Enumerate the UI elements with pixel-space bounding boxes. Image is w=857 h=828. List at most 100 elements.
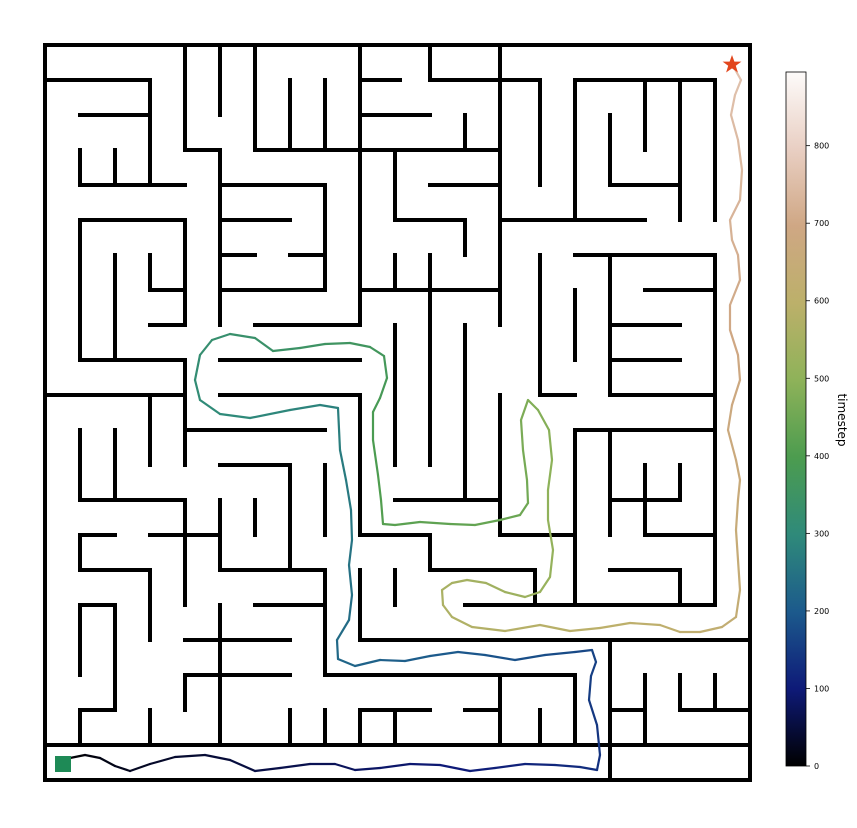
- trajectory-segment: [545, 652, 575, 655]
- trajectory-segment: [525, 764, 555, 765]
- maze-wall: [45, 45, 750, 780]
- trajectory-segment: [597, 755, 600, 770]
- trajectory-segment: [212, 334, 230, 340]
- trajectory-segment: [337, 620, 349, 640]
- trajectory-segment: [589, 700, 597, 725]
- trajectory-segment: [350, 343, 370, 347]
- trajectory-segment: [630, 623, 660, 625]
- colorbar-label: timestep: [835, 393, 849, 446]
- trajectory-segment: [528, 400, 538, 410]
- trajectory-segment: [338, 659, 355, 666]
- trajectory-segment: [230, 334, 255, 338]
- trajectory-segment: [430, 652, 458, 656]
- trajectory-segment: [273, 348, 300, 351]
- trajectory-segment: [525, 592, 540, 597]
- colorbar-tick-label: 400: [814, 452, 829, 461]
- trajectory-segment: [538, 410, 549, 430]
- trajectory-segment: [384, 356, 387, 378]
- maze-walls: [45, 45, 750, 780]
- trajectory-segment: [736, 460, 740, 480]
- trajectory-segment: [470, 768, 495, 771]
- trajectory-segment: [600, 623, 630, 628]
- trajectory-segment: [442, 590, 443, 605]
- trajectory-segment: [200, 400, 220, 414]
- trajectory-segment: [738, 480, 740, 500]
- trajectory-segment: [549, 430, 552, 460]
- trajectory-segment: [731, 115, 738, 140]
- trajectory-segment: [467, 580, 486, 583]
- trajectory-segment: [520, 503, 528, 515]
- trajectory-segment: [597, 725, 600, 755]
- trajectory-segment: [591, 662, 596, 676]
- trajectory-segment: [738, 355, 740, 380]
- trajectory-segment: [85, 755, 100, 758]
- trajectory-segment: [395, 522, 420, 525]
- trajectory-segment: [592, 650, 596, 662]
- trajectory-segment: [346, 480, 351, 510]
- trajectory-segment: [730, 200, 740, 220]
- trajectory-segment: [115, 766, 130, 771]
- trajectory-segment: [736, 590, 740, 617]
- trajectory-segment: [349, 540, 352, 565]
- trajectory-segment: [70, 755, 85, 758]
- trajectory-segment: [738, 255, 740, 280]
- trajectory-segment: [130, 764, 150, 771]
- trajectory-segment: [452, 617, 472, 627]
- trajectory-segment: [700, 627, 722, 632]
- trajectory-segment: [250, 410, 290, 418]
- trajectory-segment: [452, 580, 467, 583]
- colorbar-tick-label: 700: [814, 219, 829, 228]
- trajectory-segment: [195, 380, 200, 400]
- trajectory-segment: [349, 565, 352, 595]
- trajectory-segment: [570, 628, 600, 631]
- trajectory-segment: [722, 617, 736, 627]
- trajectory-segment: [205, 755, 230, 760]
- agent-trajectory: [62, 64, 742, 771]
- trajectory-segment: [728, 405, 732, 430]
- trajectory-segment: [540, 577, 550, 592]
- colorbar-tick-label: 500: [814, 374, 829, 383]
- trajectory-segment: [527, 480, 528, 503]
- trajectory-segment: [373, 398, 380, 412]
- trajectory-segment: [340, 450, 346, 480]
- trajectory-segment: [351, 510, 352, 540]
- trajectory-segment: [730, 280, 740, 305]
- trajectory-segment: [550, 550, 553, 577]
- trajectory-segment: [475, 520, 500, 525]
- trajectory-segment: [730, 220, 732, 240]
- trajectory-segment: [100, 758, 115, 766]
- trajectory-segment: [740, 170, 742, 200]
- trajectory-segment: [380, 764, 410, 768]
- trajectory-segment: [255, 768, 280, 771]
- colorbar-tick-label: 600: [814, 297, 829, 306]
- trajectory-segment: [150, 757, 175, 764]
- colorbar-tick-label: 0: [814, 762, 819, 771]
- trajectory-segment: [523, 450, 527, 480]
- trajectory-segment: [472, 627, 505, 631]
- trajectory-segment: [728, 430, 736, 460]
- trajectory-segment: [442, 583, 452, 590]
- trajectory-segment: [738, 560, 740, 590]
- trajectory-segment: [458, 652, 485, 655]
- trajectory-segment: [735, 80, 741, 95]
- trajectory-segment: [555, 765, 580, 767]
- trajectory-segment: [575, 650, 592, 652]
- trajectory-segment: [200, 340, 212, 355]
- trajectory-segment: [337, 640, 338, 659]
- colorbar-tick-label: 200: [814, 607, 829, 616]
- trajectory-segment: [349, 595, 352, 620]
- trajectory-segment: [380, 660, 405, 661]
- start-marker: [55, 756, 71, 772]
- colorbar-tick-label: 300: [814, 529, 829, 538]
- trajectory-segment: [320, 405, 338, 408]
- trajectory-segment: [521, 420, 523, 450]
- trajectory-segment: [380, 378, 387, 398]
- trajectory-segment: [440, 765, 470, 771]
- trajectory-segment: [589, 676, 591, 700]
- colorbar-gradient: [786, 72, 806, 766]
- colorbar-ticks: 0 100 200 300 400 500 600 700 800: [806, 142, 829, 771]
- trajectory-segment: [290, 405, 320, 410]
- trajectory-segment: [540, 625, 570, 631]
- trajectory-segment: [495, 764, 525, 768]
